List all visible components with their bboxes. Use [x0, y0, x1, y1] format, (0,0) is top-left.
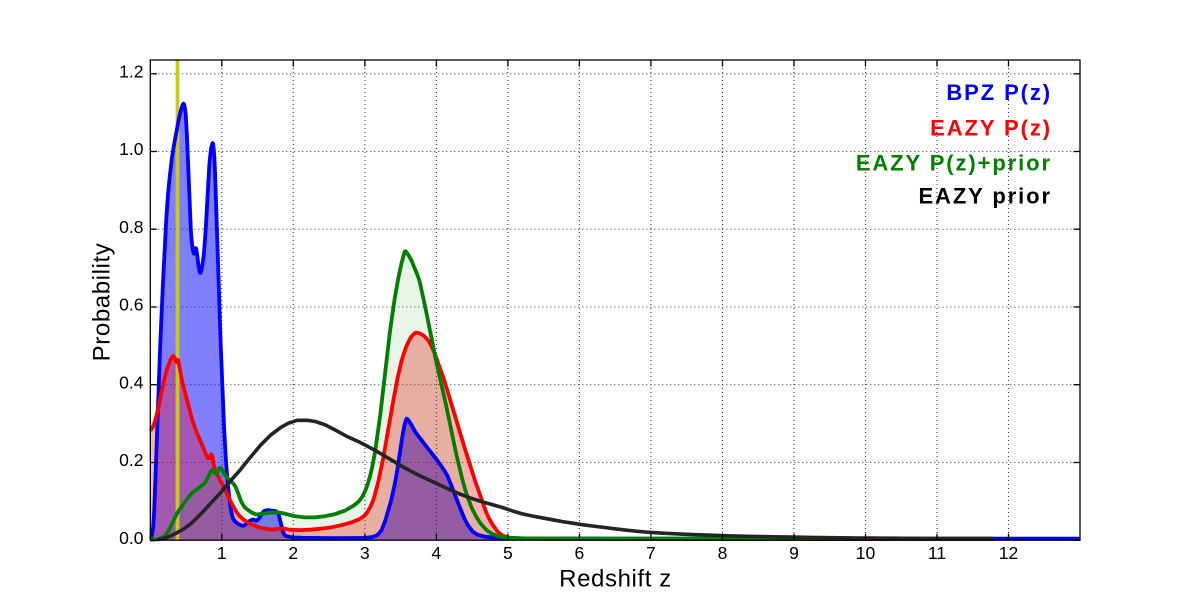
svg-text:2: 2: [288, 543, 298, 563]
svg-text:Probability: Probability: [89, 243, 116, 362]
svg-text:12: 12: [999, 543, 1018, 563]
svg-text:8: 8: [718, 543, 728, 563]
svg-text:9: 9: [789, 543, 799, 563]
svg-text:0.2: 0.2: [119, 450, 143, 470]
svg-text:1: 1: [217, 543, 227, 563]
svg-text:BPZ P(z): BPZ P(z): [946, 80, 1052, 105]
svg-text:EAZY P(z)+prior: EAZY P(z)+prior: [856, 151, 1052, 176]
svg-text:1.2: 1.2: [119, 62, 143, 82]
svg-text:6: 6: [575, 543, 585, 563]
svg-text:3: 3: [360, 543, 370, 563]
svg-text:0.8: 0.8: [119, 217, 143, 237]
svg-text:Redshift z: Redshift z: [559, 566, 672, 593]
svg-text:1.0: 1.0: [119, 139, 144, 159]
svg-text:EAZY prior: EAZY prior: [918, 184, 1052, 209]
svg-text:11: 11: [928, 543, 946, 563]
svg-text:0.0: 0.0: [119, 528, 144, 548]
svg-text:EAZY P(z): EAZY P(z): [930, 116, 1052, 141]
svg-text:7: 7: [646, 543, 656, 563]
svg-text:5: 5: [503, 543, 513, 563]
svg-text:10: 10: [856, 543, 876, 563]
svg-text:0.6: 0.6: [119, 295, 143, 315]
svg-text:0.4: 0.4: [119, 372, 144, 392]
svg-text:4: 4: [432, 543, 442, 563]
